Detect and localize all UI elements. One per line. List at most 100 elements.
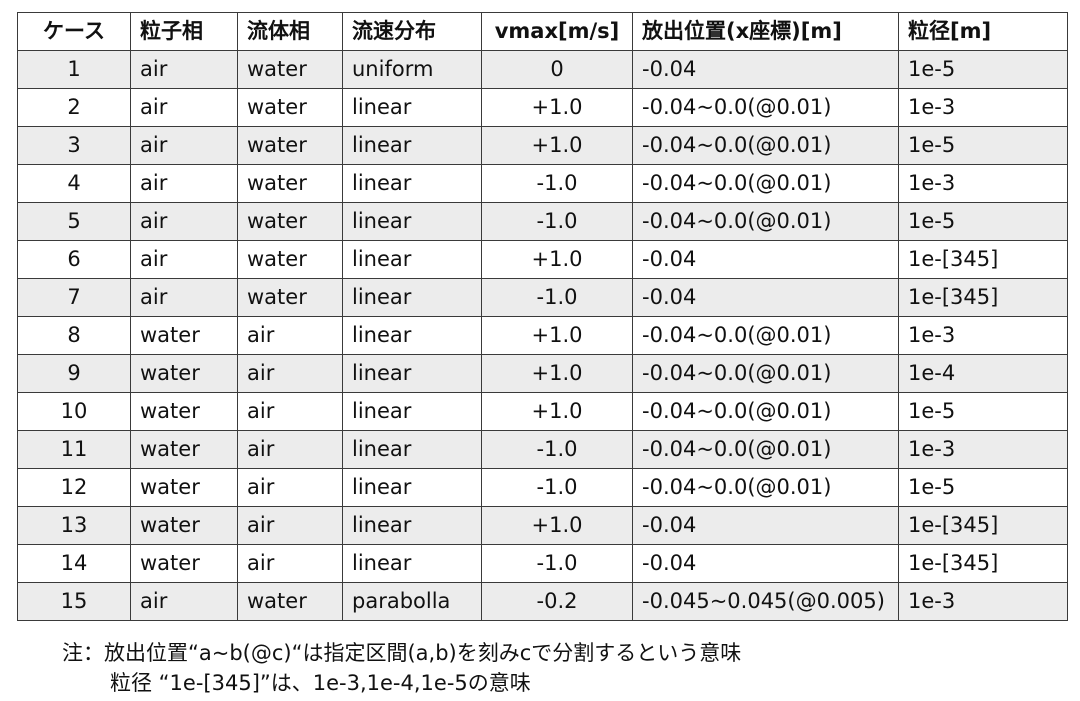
particle-diameter-cell: 1e-[345]: [898, 240, 1068, 279]
case-cell: 1: [17, 50, 131, 89]
case-cell: 5: [17, 202, 131, 241]
col-header-velocity-distribution: 流速分布: [342, 12, 482, 51]
release-position-cell: -0.04~0.0(@0.01): [632, 126, 899, 165]
particle-diameter-cell: 1e-[345]: [898, 278, 1068, 317]
case-cell: 3: [17, 126, 131, 165]
velocity-distribution-cell: parabolla: [342, 582, 482, 621]
particle-phase-cell: water: [130, 430, 238, 469]
fluid-phase-cell: air: [237, 392, 343, 431]
vmax-cell: -1.0: [481, 164, 633, 203]
particle-diameter-cell: 1e-5: [898, 392, 1068, 431]
fluid-phase-cell: water: [237, 126, 343, 165]
velocity-distribution-cell: linear: [342, 202, 482, 241]
table-row: 10 water air linear +1.0 -0.04~0.0(@0.01) 1e-5: [17, 392, 1068, 431]
table-row: 3 air water linear +1.0 -0.04~0.0(@0.01) 1e-5: [17, 126, 1068, 165]
vmax-cell: 0: [481, 50, 633, 89]
fluid-phase-cell: air: [237, 430, 343, 469]
col-header-particle-diameter: 粒径[m]: [898, 12, 1068, 51]
case-cell: 13: [17, 506, 131, 545]
case-cell: 4: [17, 164, 131, 203]
case-table: ケース 粒子相 流体相 流速分布 vmax[m/s] 放出位置(x座標)[m] …: [17, 12, 1068, 621]
particle-phase-cell: water: [130, 392, 238, 431]
vmax-cell: +1.0: [481, 126, 633, 165]
table-row: 8 water air linear +1.0 -0.04~0.0(@0.01) 1e-3: [17, 316, 1068, 355]
particle-phase-cell: air: [130, 88, 238, 127]
release-position-cell: -0.04: [632, 240, 899, 279]
particle-phase-cell: air: [130, 164, 238, 203]
particle-phase-cell: air: [130, 278, 238, 317]
vmax-cell: +1.0: [481, 354, 633, 393]
case-cell: 9: [17, 354, 131, 393]
release-position-cell: -0.045~0.045(@0.005): [632, 582, 899, 621]
vmax-cell: +1.0: [481, 392, 633, 431]
release-position-cell: -0.04~0.0(@0.01): [632, 468, 899, 507]
particle-phase-cell: air: [130, 50, 238, 89]
particle-phase-cell: air: [130, 240, 238, 279]
col-header-fluid-phase: 流体相: [237, 12, 343, 51]
particle-phase-cell: water: [130, 354, 238, 393]
release-position-cell: -0.04~0.0(@0.01): [632, 316, 899, 355]
release-position-cell: -0.04: [632, 506, 899, 545]
table-row: 14 water air linear -1.0 -0.04 1e-[345]: [17, 544, 1068, 583]
fluid-phase-cell: water: [237, 88, 343, 127]
release-position-cell: -0.04~0.0(@0.01): [632, 392, 899, 431]
release-position-cell: -0.04: [632, 278, 899, 317]
case-cell: 7: [17, 278, 131, 317]
fluid-phase-cell: water: [237, 278, 343, 317]
table-row: 7 air water linear -1.0 -0.04 1e-[345]: [17, 278, 1068, 317]
table-row: 4 air water linear -1.0 -0.04~0.0(@0.01) 1e-3: [17, 164, 1068, 203]
col-header-particle-phase: 粒子相: [130, 12, 238, 51]
fluid-phase-cell: air: [237, 468, 343, 507]
velocity-distribution-cell: linear: [342, 430, 482, 469]
particle-phase-cell: water: [130, 316, 238, 355]
footnote-line-2: 粒径 “1e-[345]”は、1e-3,1e-4,1e-5の意味: [110, 671, 531, 695]
velocity-distribution-cell: linear: [342, 354, 482, 393]
velocity-distribution-cell: linear: [342, 544, 482, 583]
vmax-cell: -0.2: [481, 582, 633, 621]
vmax-cell: +1.0: [481, 506, 633, 545]
release-position-cell: -0.04~0.0(@0.01): [632, 354, 899, 393]
table-row: 2 air water linear +1.0 -0.04~0.0(@0.01) 1e-3: [17, 88, 1068, 127]
fluid-phase-cell: water: [237, 240, 343, 279]
particle-phase-cell: air: [130, 126, 238, 165]
release-position-cell: -0.04~0.0(@0.01): [632, 202, 899, 241]
velocity-distribution-cell: linear: [342, 240, 482, 279]
col-header-case: ケース: [17, 12, 131, 51]
velocity-distribution-cell: linear: [342, 506, 482, 545]
footnote: 注：放出位置“a~b(@c)“は指定区間(a,b)を刻みcで分割するという意味 …: [62, 638, 741, 698]
release-position-cell: -0.04: [632, 544, 899, 583]
col-header-vmax: vmax[m/s]: [481, 12, 633, 51]
release-position-cell: -0.04~0.0(@0.01): [632, 164, 899, 203]
velocity-distribution-cell: linear: [342, 392, 482, 431]
velocity-distribution-cell: linear: [342, 278, 482, 317]
table-row: 15 air water parabolla -0.2 -0.045~0.045(@0.0…: [17, 582, 1068, 621]
fluid-phase-cell: air: [237, 316, 343, 355]
velocity-distribution-cell: uniform: [342, 50, 482, 89]
case-cell: 15: [17, 582, 131, 621]
particle-diameter-cell: 1e-[345]: [898, 506, 1068, 545]
particle-diameter-cell: 1e-3: [898, 88, 1068, 127]
fluid-phase-cell: air: [237, 506, 343, 545]
particle-diameter-cell: 1e-3: [898, 316, 1068, 355]
col-header-release-position: 放出位置(x座標)[m]: [632, 12, 899, 51]
case-cell: 10: [17, 392, 131, 431]
case-cell: 12: [17, 468, 131, 507]
particle-diameter-cell: 1e-5: [898, 50, 1068, 89]
velocity-distribution-cell: linear: [342, 88, 482, 127]
particle-phase-cell: air: [130, 202, 238, 241]
particle-diameter-cell: 1e-3: [898, 164, 1068, 203]
table-row: 9 water air linear +1.0 -0.04~0.0(@0.01) 1e-4: [17, 354, 1068, 393]
particle-diameter-cell: 1e-[345]: [898, 544, 1068, 583]
case-cell: 8: [17, 316, 131, 355]
case-cell: 14: [17, 544, 131, 583]
vmax-cell: -1.0: [481, 468, 633, 507]
table-row: 12 water air linear -1.0 -0.04~0.0(@0.01) 1e-5: [17, 468, 1068, 507]
vmax-cell: +1.0: [481, 316, 633, 355]
particle-diameter-cell: 1e-3: [898, 582, 1068, 621]
vmax-cell: -1.0: [481, 430, 633, 469]
table-body: 1 air water uniform 0 -0.04 1e-5 2 air water linea…: [17, 50, 1068, 621]
release-position-cell: -0.04~0.0(@0.01): [632, 88, 899, 127]
vmax-cell: -1.0: [481, 202, 633, 241]
fluid-phase-cell: water: [237, 50, 343, 89]
particle-diameter-cell: 1e-4: [898, 354, 1068, 393]
